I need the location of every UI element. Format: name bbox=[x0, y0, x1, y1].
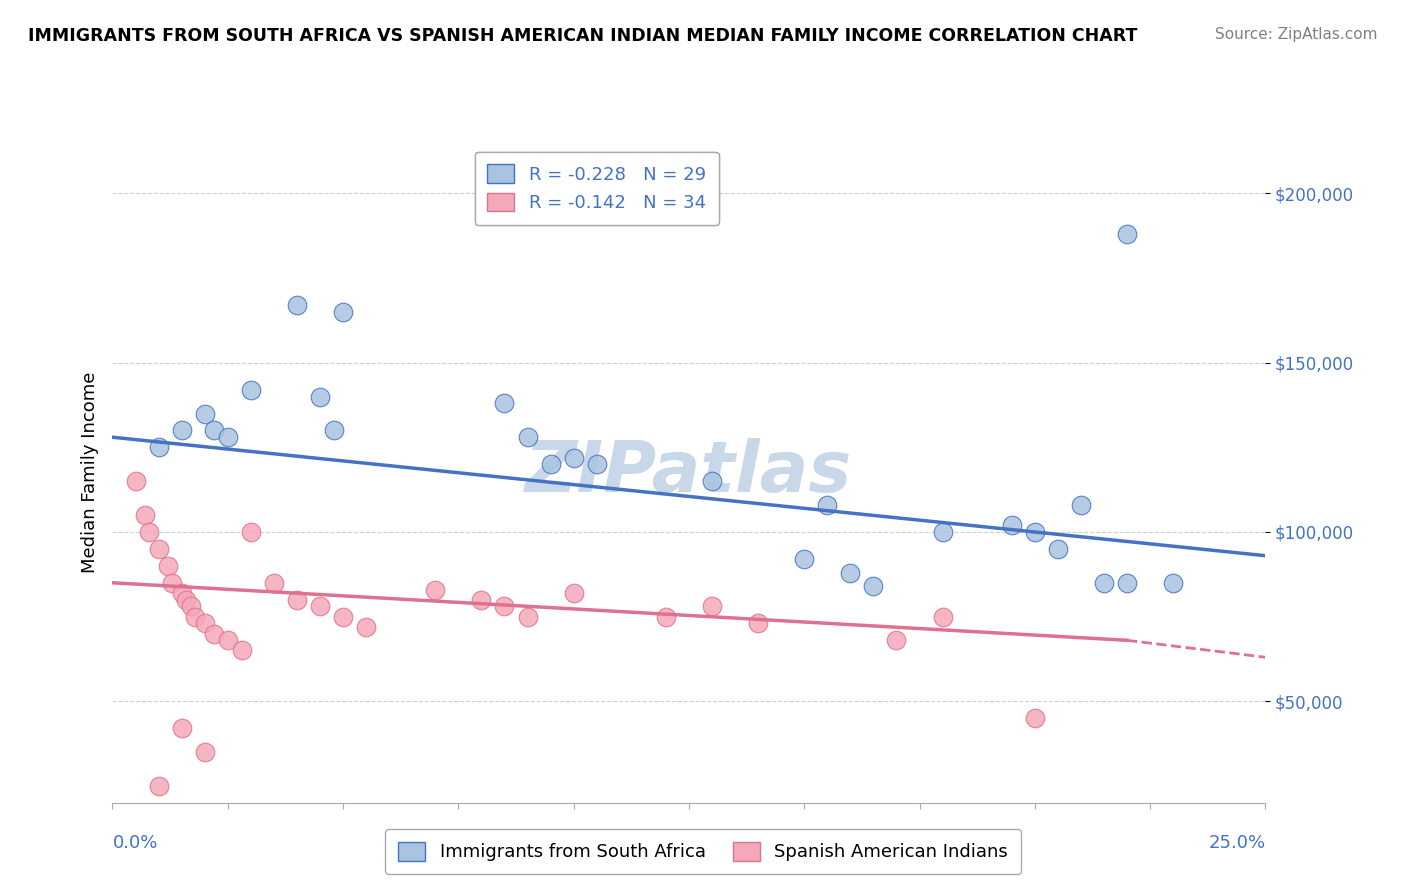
Point bbox=[194, 745, 217, 759]
Point bbox=[700, 599, 723, 614]
Point bbox=[202, 424, 225, 438]
Point bbox=[931, 609, 953, 624]
Point bbox=[217, 633, 239, 648]
Point bbox=[309, 390, 332, 404]
Point bbox=[332, 305, 354, 319]
Point bbox=[1116, 575, 1139, 590]
Point bbox=[170, 586, 193, 600]
Point bbox=[1161, 575, 1184, 590]
Point bbox=[1070, 498, 1092, 512]
Point bbox=[285, 592, 308, 607]
Point bbox=[354, 620, 377, 634]
Point bbox=[194, 616, 217, 631]
Point bbox=[138, 524, 160, 539]
Point bbox=[263, 575, 285, 590]
Point bbox=[1092, 575, 1115, 590]
Text: 25.0%: 25.0% bbox=[1208, 834, 1265, 852]
Point bbox=[170, 722, 193, 736]
Point bbox=[1024, 711, 1046, 725]
Point bbox=[134, 508, 156, 522]
Point bbox=[747, 616, 769, 631]
Point bbox=[931, 524, 953, 539]
Text: IMMIGRANTS FROM SOUTH AFRICA VS SPANISH AMERICAN INDIAN MEDIAN FAMILY INCOME COR: IMMIGRANTS FROM SOUTH AFRICA VS SPANISH … bbox=[28, 27, 1137, 45]
Point bbox=[1001, 518, 1024, 533]
Point bbox=[585, 458, 607, 472]
Point bbox=[285, 298, 308, 312]
Point bbox=[148, 541, 170, 556]
Point bbox=[239, 524, 262, 539]
Legend: R = -0.228   N = 29, R = -0.142   N = 34: R = -0.228 N = 29, R = -0.142 N = 34 bbox=[475, 152, 718, 225]
Point bbox=[793, 552, 815, 566]
Point bbox=[540, 458, 562, 472]
Point bbox=[700, 474, 723, 488]
Point bbox=[425, 582, 447, 597]
Text: 0.0%: 0.0% bbox=[112, 834, 157, 852]
Point bbox=[815, 498, 838, 512]
Point bbox=[156, 558, 179, 573]
Point bbox=[516, 609, 538, 624]
Point bbox=[1046, 541, 1069, 556]
Point bbox=[494, 396, 516, 410]
Point bbox=[309, 599, 332, 614]
Point bbox=[124, 474, 146, 488]
Point bbox=[148, 779, 170, 793]
Point bbox=[202, 626, 225, 640]
Point bbox=[162, 575, 184, 590]
Point bbox=[1116, 227, 1139, 241]
Y-axis label: Median Family Income: Median Family Income bbox=[80, 372, 98, 574]
Point bbox=[180, 599, 202, 614]
Point bbox=[194, 407, 217, 421]
Point bbox=[516, 430, 538, 444]
Point bbox=[862, 579, 884, 593]
Point bbox=[655, 609, 678, 624]
Point bbox=[839, 566, 862, 580]
Point bbox=[494, 599, 516, 614]
Point bbox=[148, 441, 170, 455]
Point bbox=[332, 609, 354, 624]
Point bbox=[470, 592, 492, 607]
Point bbox=[170, 424, 193, 438]
Point bbox=[231, 643, 253, 657]
Point bbox=[322, 424, 344, 438]
Point bbox=[174, 592, 197, 607]
Point bbox=[562, 586, 585, 600]
Point bbox=[562, 450, 585, 465]
Point bbox=[886, 633, 908, 648]
Point bbox=[239, 383, 262, 397]
Text: Source: ZipAtlas.com: Source: ZipAtlas.com bbox=[1215, 27, 1378, 42]
Text: ZIPatlas: ZIPatlas bbox=[526, 438, 852, 508]
Legend: Immigrants from South Africa, Spanish American Indians: Immigrants from South Africa, Spanish Am… bbox=[385, 830, 1021, 874]
Point bbox=[184, 609, 207, 624]
Point bbox=[217, 430, 239, 444]
Point bbox=[1024, 524, 1046, 539]
